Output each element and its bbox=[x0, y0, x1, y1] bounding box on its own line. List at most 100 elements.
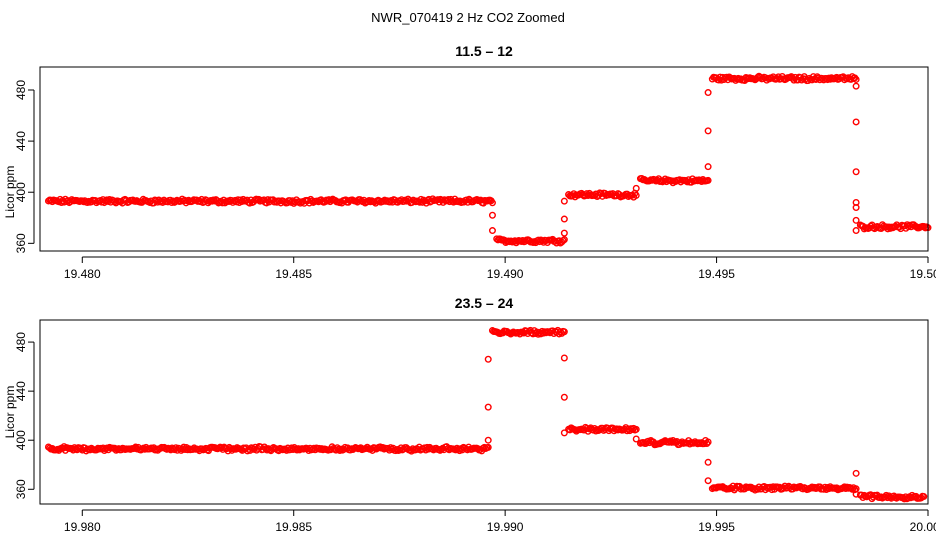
y-tick-label: 440 bbox=[14, 131, 28, 151]
x-tick-label: 20.000 bbox=[910, 520, 936, 534]
data-point bbox=[392, 447, 400, 455]
transition-points-5 bbox=[852, 82, 860, 235]
data-point bbox=[852, 204, 860, 212]
series-segment-5 bbox=[708, 72, 860, 85]
transition-points-4 bbox=[704, 89, 712, 171]
data-point bbox=[852, 118, 860, 126]
data-point bbox=[484, 355, 492, 363]
panel-top-ylabel: Licor ppm bbox=[3, 166, 17, 219]
data-point bbox=[851, 74, 859, 82]
x-tick-label: 19.490 bbox=[487, 267, 524, 281]
data-point bbox=[920, 493, 928, 501]
x-tick-label: 19.495 bbox=[698, 267, 735, 281]
transition-points-1 bbox=[488, 211, 496, 235]
data-point bbox=[920, 223, 928, 231]
series-segment-6 bbox=[856, 491, 928, 503]
data-point bbox=[704, 89, 712, 97]
transition-points-3 bbox=[632, 435, 640, 443]
data-point bbox=[852, 216, 860, 224]
data-point bbox=[704, 438, 712, 446]
data-point bbox=[336, 447, 344, 455]
transition-points-1 bbox=[484, 355, 492, 444]
data-point bbox=[704, 127, 712, 135]
series-segment-5 bbox=[708, 482, 860, 494]
data-point bbox=[632, 191, 640, 199]
series-segment-6 bbox=[856, 221, 932, 233]
data-point bbox=[484, 403, 492, 411]
panel-bottom-y-axis: 360 400 440 480 bbox=[14, 332, 35, 499]
transition-points-3 bbox=[632, 184, 640, 192]
series-segment-1 bbox=[44, 443, 492, 455]
panel-bottom-x-axis: 19.980 19.985 19.990 19.995 20.000 bbox=[64, 509, 936, 534]
data-point bbox=[632, 425, 640, 433]
x-tick-label: 19.480 bbox=[64, 267, 101, 281]
data-point bbox=[704, 176, 712, 184]
panel-top-points bbox=[44, 72, 932, 247]
figure-title: NWR_070419 2 Hz CO2 Zoomed bbox=[371, 10, 565, 25]
data-point bbox=[848, 485, 856, 493]
data-point bbox=[560, 197, 568, 205]
panel-top-x-axis: 19.480 19.485 19.490 19.495 19.500 bbox=[64, 256, 936, 281]
data-point bbox=[852, 490, 860, 498]
data-point bbox=[632, 435, 640, 443]
series-segment-4 bbox=[636, 174, 712, 187]
y-tick-label: 400 bbox=[14, 430, 28, 450]
y-tick-label: 480 bbox=[14, 80, 28, 100]
y-tick-label: 400 bbox=[14, 182, 28, 202]
y-tick-label: 480 bbox=[14, 332, 28, 352]
data-point bbox=[560, 215, 568, 223]
series-segment-2 bbox=[493, 235, 568, 247]
data-point bbox=[704, 477, 712, 485]
data-point bbox=[488, 199, 496, 207]
data-point bbox=[560, 393, 568, 401]
data-point bbox=[488, 211, 496, 219]
panel-top-y-axis: 360 400 440 480 bbox=[14, 80, 35, 253]
data-point bbox=[852, 469, 860, 477]
x-tick-label: 19.980 bbox=[64, 520, 101, 534]
data-point bbox=[488, 227, 496, 235]
series-segment-4 bbox=[636, 436, 712, 449]
data-point bbox=[484, 436, 492, 444]
panel-bottom: 23.5 – 24 Licor ppm 19.980 19.985 19.990 19… bbox=[3, 295, 936, 534]
data-point bbox=[852, 227, 860, 235]
data-point bbox=[560, 328, 568, 336]
x-tick-label: 19.985 bbox=[275, 520, 312, 534]
x-tick-label: 19.990 bbox=[487, 520, 524, 534]
data-point bbox=[703, 440, 711, 448]
panel-top-title: 11.5 – 12 bbox=[455, 43, 513, 59]
y-tick-label: 360 bbox=[14, 479, 28, 499]
data-point bbox=[852, 168, 860, 176]
transition-points-2 bbox=[560, 197, 568, 237]
x-tick-label: 19.995 bbox=[698, 520, 735, 534]
data-point bbox=[556, 328, 564, 336]
transition-points-5 bbox=[852, 469, 860, 498]
data-point bbox=[632, 184, 640, 192]
data-point bbox=[704, 163, 712, 171]
y-tick-label: 360 bbox=[14, 233, 28, 253]
data-point bbox=[560, 229, 568, 237]
panel-bottom-plot-box bbox=[39, 319, 929, 505]
data-point bbox=[559, 237, 567, 245]
transition-points-2 bbox=[560, 354, 568, 437]
transition-points-4 bbox=[704, 458, 712, 485]
data-point bbox=[560, 354, 568, 362]
y-tick-label: 440 bbox=[14, 381, 28, 401]
data-point bbox=[852, 82, 860, 90]
x-tick-label: 19.485 bbox=[275, 267, 312, 281]
data-point bbox=[480, 443, 488, 451]
panel-bottom-points bbox=[44, 326, 928, 503]
panel-top: 11.5 – 12 Licor ppm 19.480 19.485 19.490 19… bbox=[3, 43, 936, 281]
series-segment-3 bbox=[565, 189, 640, 201]
x-tick-label: 19.500 bbox=[910, 267, 936, 281]
data-point bbox=[560, 236, 568, 244]
data-point bbox=[704, 458, 712, 466]
data-point bbox=[484, 443, 492, 451]
series-segment-2 bbox=[488, 326, 568, 338]
panel-top-plot-box bbox=[39, 66, 929, 252]
series-segment-1 bbox=[44, 195, 496, 207]
data-point bbox=[560, 429, 568, 437]
data-point bbox=[852, 75, 860, 83]
series-segment-3 bbox=[565, 423, 640, 435]
panel-bottom-ylabel: Licor ppm bbox=[3, 386, 17, 439]
